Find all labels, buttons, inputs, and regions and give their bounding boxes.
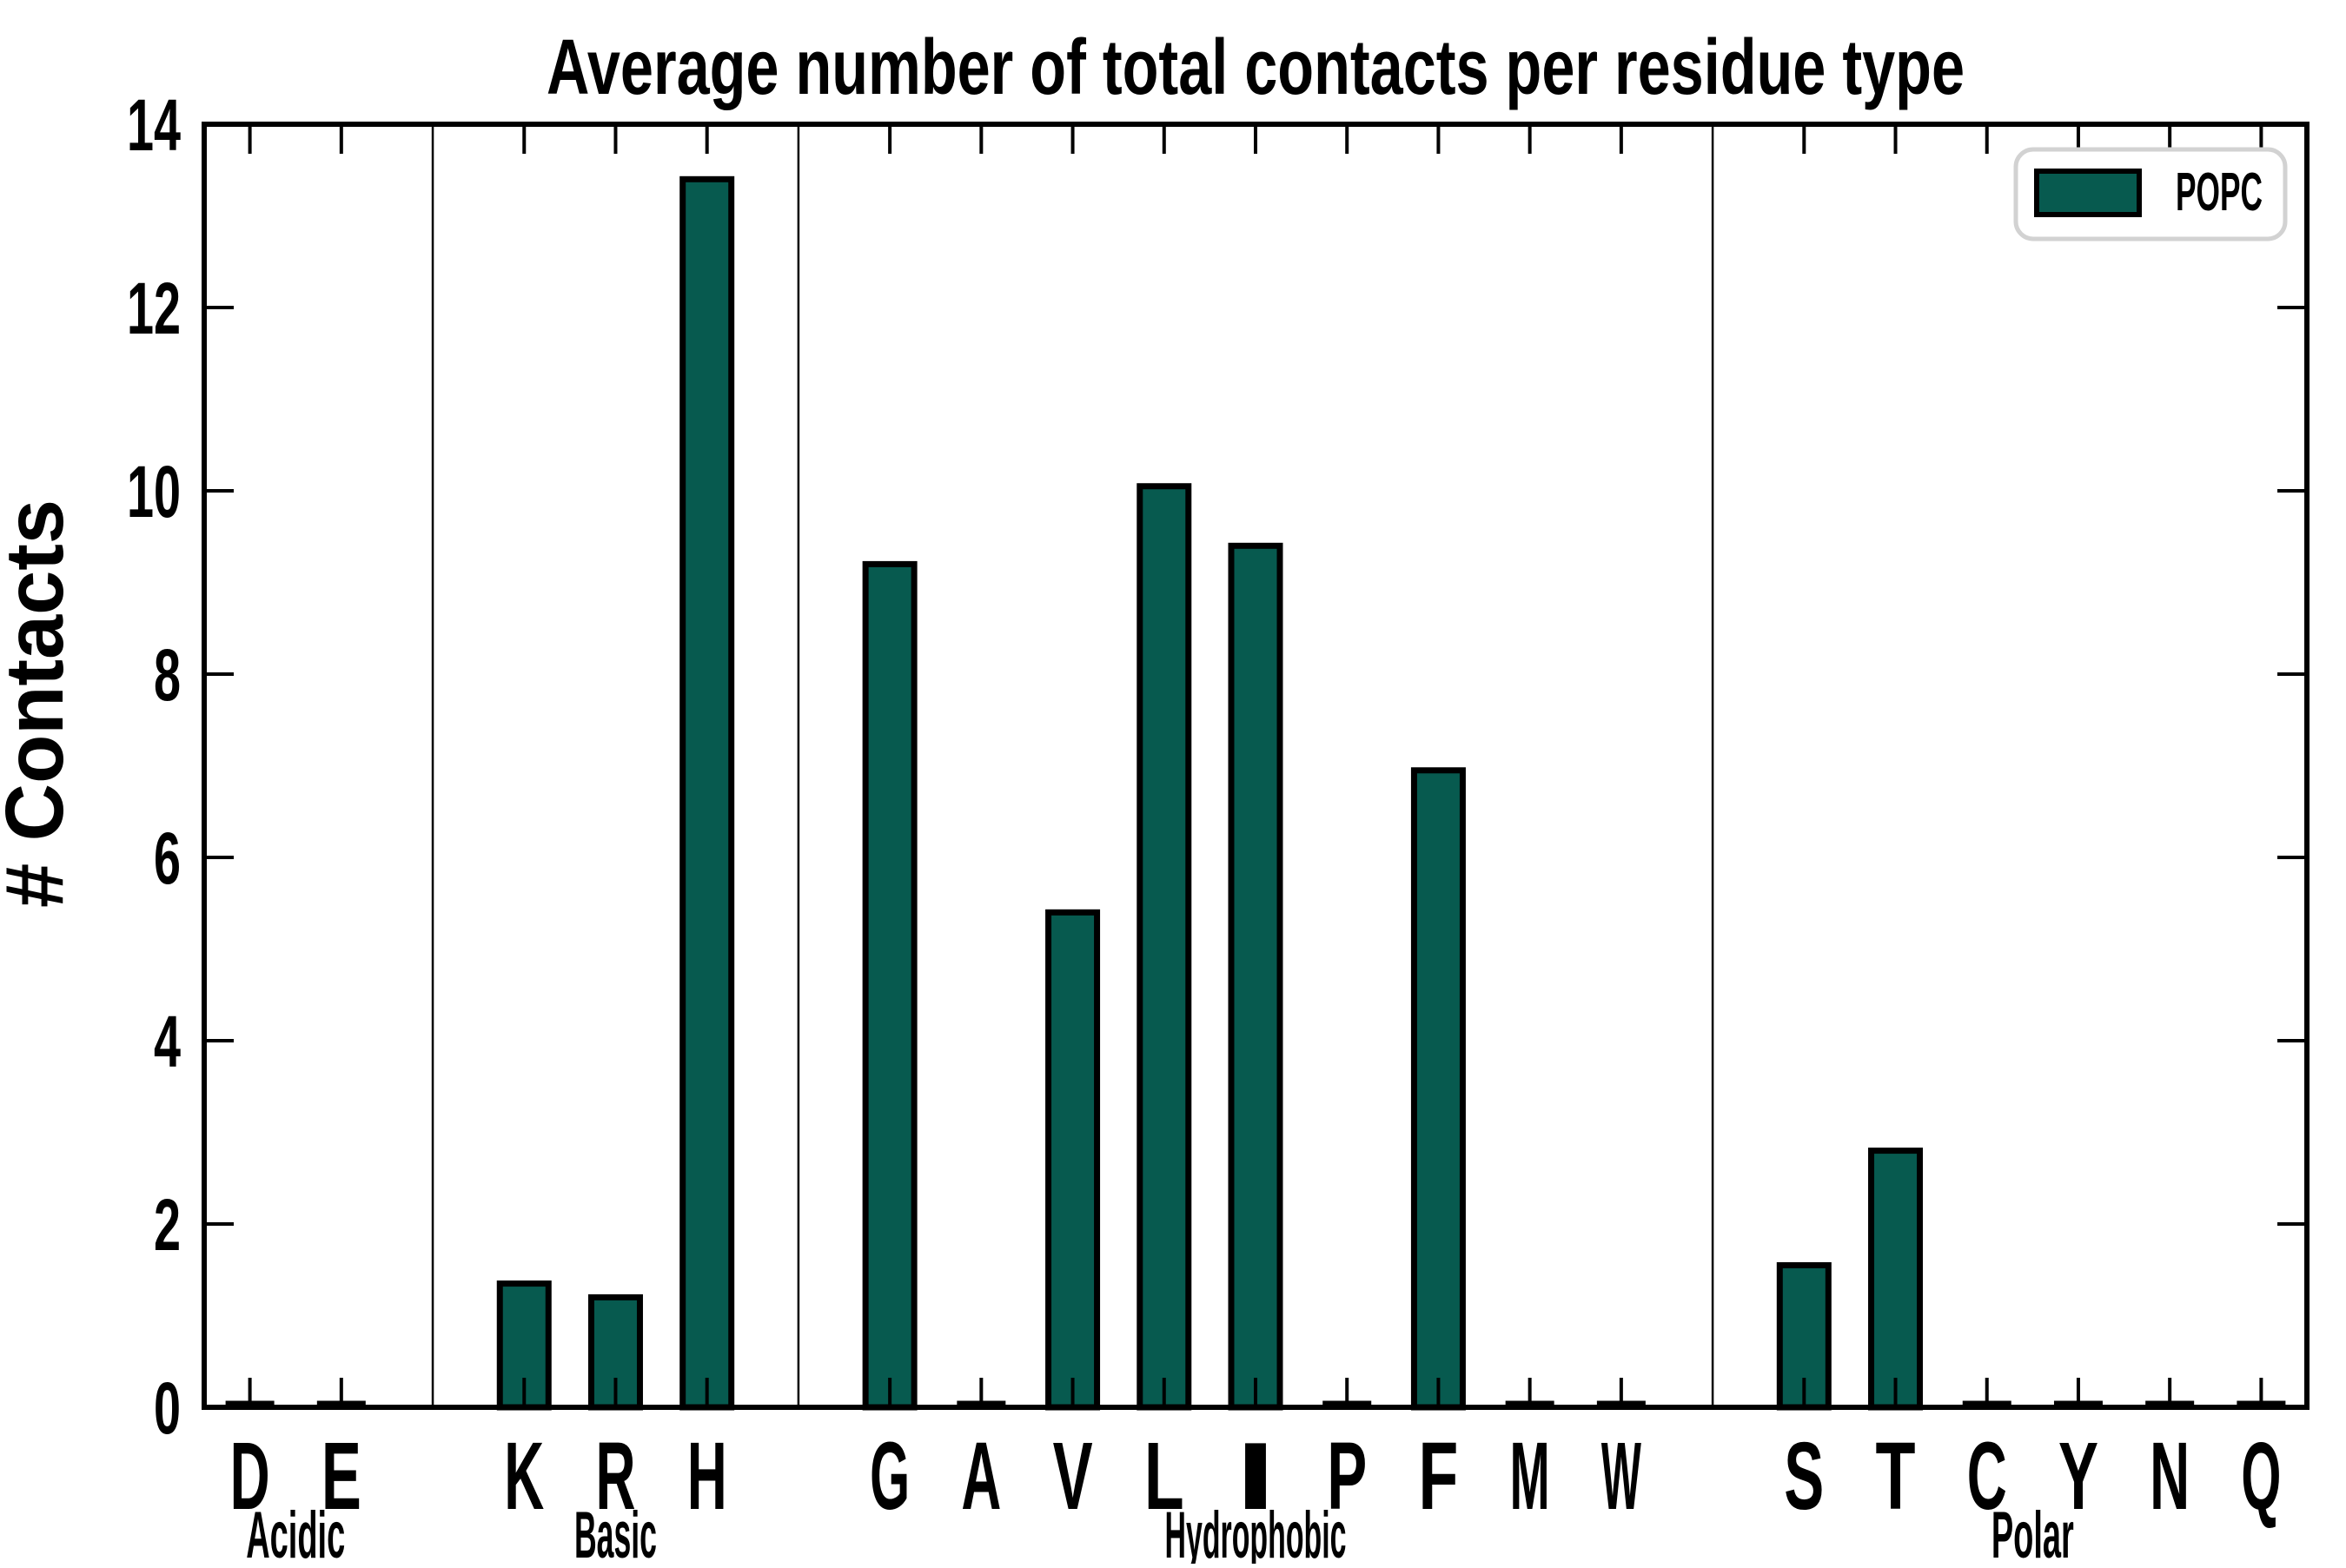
x-tick-label-C: C: [1967, 1423, 2007, 1530]
x-tick-label-D: D: [230, 1423, 270, 1530]
group-label-basic: Basic: [574, 1499, 657, 1564]
y-axis-label: # Contacts: [0, 500, 81, 908]
x-tick-label-V: V: [1053, 1423, 1093, 1530]
y-tick-label-0: 0: [154, 1367, 181, 1449]
legend-swatch: [2034, 169, 2142, 217]
x-tick-label-R: R: [595, 1423, 635, 1530]
y-tick-label-12: 12: [127, 268, 181, 349]
x-tick-label-K: K: [504, 1423, 544, 1530]
bar-V: [1045, 909, 1101, 1411]
y-tick-label-8: 8: [154, 634, 181, 716]
x-tick-label-S: S: [1784, 1423, 1824, 1530]
x-tick-label-N: N: [2150, 1423, 2190, 1530]
x-tick-label-P: P: [1327, 1423, 1367, 1530]
group-label-hydrophobic: Hydrophobic: [1165, 1499, 1347, 1564]
x-tick-label-G: G: [870, 1423, 910, 1530]
y-tick-label-6: 6: [154, 817, 181, 899]
x-tick-label-I: I: [1236, 1423, 1276, 1530]
legend-label: POPC: [2176, 162, 2263, 222]
chart-title: Average number of total contacts per res…: [547, 24, 1965, 111]
x-tick-label-W: W: [1601, 1423, 1641, 1530]
x-tick-label-Y: Y: [2058, 1423, 2098, 1530]
bar-T: [1868, 1148, 1924, 1411]
x-tick-label-E: E: [321, 1423, 361, 1530]
x-tick-label-T: T: [1876, 1423, 1916, 1530]
x-tick-label-F: F: [1418, 1423, 1458, 1530]
x-tick-label-M: M: [1510, 1423, 1550, 1530]
bar-I: [1228, 542, 1283, 1411]
x-tick-label-A: A: [961, 1423, 1001, 1530]
x-tick-label-L: L: [1144, 1423, 1184, 1530]
y-tick-label-10: 10: [127, 451, 181, 533]
bar-H: [679, 175, 735, 1411]
y-tick-label-14: 14: [127, 84, 181, 166]
y-tick-label-4: 4: [154, 1001, 181, 1082]
y-tick-label-2: 2: [154, 1184, 181, 1266]
legend: POPC: [2013, 147, 2288, 241]
bar-G: [862, 560, 918, 1411]
bar-L: [1137, 483, 1192, 1411]
group-label-polar: Polar: [1991, 1499, 2074, 1564]
bar-F: [1410, 767, 1466, 1411]
x-tick-label-H: H: [687, 1423, 727, 1530]
x-tick-label-Q: Q: [2241, 1423, 2281, 1530]
group-label-acidic: Acidic: [246, 1499, 345, 1564]
